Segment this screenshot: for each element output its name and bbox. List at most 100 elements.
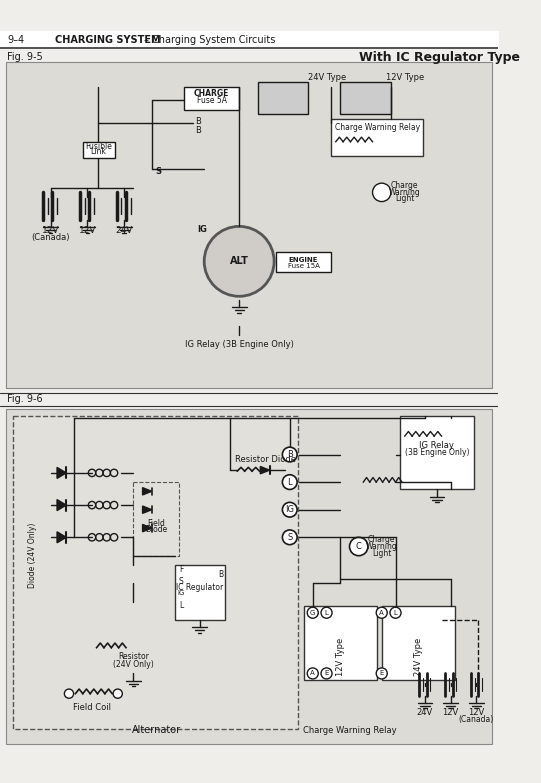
Bar: [175, 565, 226, 620]
Text: 9–4: 9–4: [8, 34, 24, 45]
Text: Charge: Charge: [368, 535, 395, 543]
Circle shape: [321, 668, 332, 679]
Text: 24V Type: 24V Type: [414, 637, 423, 676]
Circle shape: [282, 530, 297, 545]
Text: Resistor: Resistor: [118, 652, 149, 662]
Text: Light: Light: [395, 194, 414, 204]
Text: (3B Engine Only): (3B Engine Only): [405, 448, 469, 457]
Text: 12V Type: 12V Type: [386, 73, 425, 82]
Polygon shape: [57, 467, 66, 478]
Bar: [400, 416, 474, 489]
Text: IG Relay: IG Relay: [419, 441, 454, 449]
Text: Fig. 9-6: Fig. 9-6: [8, 395, 43, 404]
Text: Resistor Diode: Resistor Diode: [235, 455, 295, 464]
Polygon shape: [57, 500, 66, 511]
Text: ALT: ALT: [230, 256, 249, 266]
Circle shape: [204, 226, 274, 296]
Text: B: B: [195, 126, 201, 135]
Text: Diode: Diode: [145, 525, 168, 535]
Text: Field Coil: Field Coil: [73, 703, 111, 712]
Text: ENGINE: ENGINE: [289, 257, 318, 262]
Polygon shape: [143, 506, 152, 514]
Circle shape: [376, 607, 387, 619]
Text: A: A: [379, 610, 384, 615]
Text: Charge Warning Relay: Charge Warning Relay: [334, 124, 420, 132]
Text: With IC Regulator Type: With IC Regulator Type: [359, 51, 520, 63]
Circle shape: [307, 668, 318, 679]
Text: B: B: [195, 117, 201, 126]
Polygon shape: [57, 532, 66, 543]
Bar: [5, 409, 492, 745]
Text: 12V: 12V: [443, 708, 459, 716]
Text: 12V: 12V: [469, 708, 485, 716]
Text: Charge: Charge: [391, 182, 419, 190]
Text: IC Regulator: IC Regulator: [176, 583, 223, 593]
Text: Fuse 5A: Fuse 5A: [196, 96, 227, 105]
Text: Light: Light: [372, 550, 391, 558]
Text: Link: Link: [90, 147, 107, 157]
Text: CHARGING SYSTEM: CHARGING SYSTEM: [55, 34, 161, 45]
Text: A: A: [311, 670, 315, 677]
Polygon shape: [260, 467, 269, 474]
Bar: [331, 119, 423, 156]
Text: L: L: [179, 601, 183, 610]
Text: 12V: 12V: [78, 226, 96, 235]
Text: S: S: [287, 532, 292, 542]
Polygon shape: [143, 525, 152, 532]
Bar: [184, 87, 239, 110]
Text: L: L: [325, 610, 328, 615]
Text: Warning: Warning: [366, 542, 398, 551]
Text: Diode (24V Only): Diode (24V Only): [28, 523, 37, 588]
Bar: [258, 82, 308, 114]
Text: B: B: [287, 450, 293, 459]
Bar: [134, 482, 180, 556]
Text: B: B: [218, 569, 223, 579]
Text: S: S: [179, 577, 183, 586]
Circle shape: [321, 607, 332, 619]
Text: Alternator: Alternator: [132, 726, 181, 735]
Bar: [184, 335, 294, 353]
Circle shape: [390, 607, 401, 619]
Text: Field: Field: [148, 519, 166, 528]
Text: IG: IG: [285, 505, 294, 514]
Circle shape: [349, 537, 368, 556]
Text: IG Relay (3B Engine Only): IG Relay (3B Engine Only): [184, 340, 294, 348]
Circle shape: [113, 689, 122, 698]
Text: Warning: Warning: [389, 188, 420, 197]
Text: C: C: [356, 542, 362, 551]
Bar: [382, 606, 456, 680]
Bar: [13, 416, 298, 729]
Circle shape: [282, 503, 297, 517]
Text: 12V Type: 12V Type: [336, 637, 345, 676]
Text: Fig. 9-5: Fig. 9-5: [8, 52, 43, 62]
Bar: [340, 82, 391, 114]
Text: E: E: [380, 670, 384, 677]
Text: IG: IG: [197, 225, 207, 233]
Text: Fuse 15A: Fuse 15A: [288, 263, 320, 269]
Bar: [5, 62, 492, 388]
Circle shape: [282, 474, 297, 489]
Text: IG: IG: [177, 590, 185, 597]
Text: 24V: 24V: [115, 226, 133, 235]
Circle shape: [373, 183, 391, 201]
Text: CHARGE: CHARGE: [194, 89, 229, 99]
Text: 24V Type: 24V Type: [308, 73, 346, 82]
Text: (24V Only): (24V Only): [113, 660, 154, 669]
Bar: [276, 252, 331, 272]
Circle shape: [307, 607, 318, 619]
Text: (Canada): (Canada): [459, 715, 494, 724]
Text: – Charging System Circuits: – Charging System Circuits: [144, 34, 276, 45]
Circle shape: [376, 668, 387, 679]
Text: Charge Warning Relay: Charge Warning Relay: [303, 726, 397, 735]
Text: (Canada): (Canada): [31, 233, 70, 242]
Bar: [83, 142, 115, 158]
Bar: [304, 606, 377, 680]
Text: E: E: [325, 670, 329, 677]
Text: L: L: [394, 610, 398, 615]
Text: G: G: [310, 610, 315, 615]
Text: F: F: [179, 565, 183, 574]
Polygon shape: [143, 488, 152, 495]
Text: S: S: [155, 167, 161, 175]
Circle shape: [282, 447, 297, 462]
Circle shape: [64, 689, 74, 698]
